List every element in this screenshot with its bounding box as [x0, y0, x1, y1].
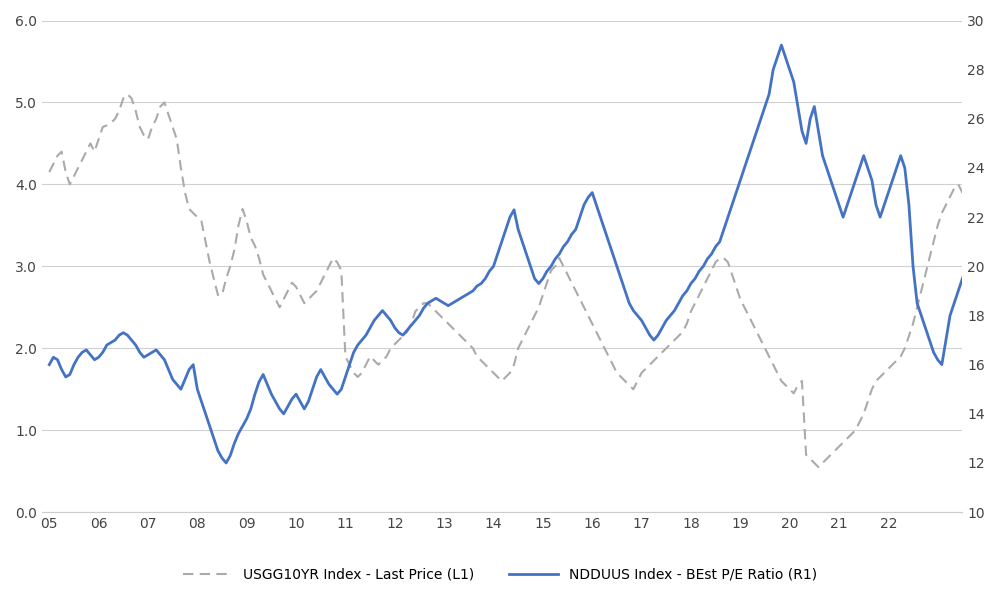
- NDDUUS Index - BEst P/E Ratio (R1): [775, 41, 787, 49]
- NDDUUS Index - BEst P/E Ratio (R1): [788, 79, 800, 86]
- USGG10YR Index - Last Price (L1): [282, 287, 294, 295]
- NDDUUS Index - BEst P/E Ratio (R1): [43, 361, 55, 368]
- NDDUUS Index - BEst P/E Ratio (R1): [652, 332, 664, 339]
- USGG10YR Index - Last Price (L1): [743, 312, 755, 319]
- Legend: USGG10YR Index - Last Price (L1), NDDUUS Index - BEst P/E Ratio (R1): USGG10YR Index - Last Price (L1), NDDUUS…: [178, 562, 822, 587]
- USGG10YR Index - Last Price (L1): [286, 279, 298, 286]
- NDDUUS Index - BEst P/E Ratio (R1): [282, 403, 294, 410]
- USGG10YR Index - Last Price (L1): [784, 386, 796, 393]
- NDDUUS Index - BEst P/E Ratio (R1): [286, 395, 298, 403]
- Line: NDDUUS Index - BEst P/E Ratio (R1): NDDUUS Index - BEst P/E Ratio (R1): [49, 45, 983, 463]
- NDDUUS Index - BEst P/E Ratio (R1): [220, 460, 232, 467]
- USGG10YR Index - Last Price (L1): [977, 197, 989, 205]
- USGG10YR Index - Last Price (L1): [121, 91, 133, 98]
- NDDUUS Index - BEst P/E Ratio (R1): [743, 152, 755, 160]
- USGG10YR Index - Last Price (L1): [43, 169, 55, 176]
- USGG10YR Index - Last Price (L1): [812, 463, 824, 470]
- USGG10YR Index - Last Price (L1): [849, 427, 861, 434]
- NDDUUS Index - BEst P/E Ratio (R1): [849, 176, 861, 184]
- USGG10YR Index - Last Price (L1): [652, 353, 664, 360]
- NDDUUS Index - BEst P/E Ratio (R1): [977, 238, 989, 245]
- Line: USGG10YR Index - Last Price (L1): USGG10YR Index - Last Price (L1): [49, 94, 983, 467]
